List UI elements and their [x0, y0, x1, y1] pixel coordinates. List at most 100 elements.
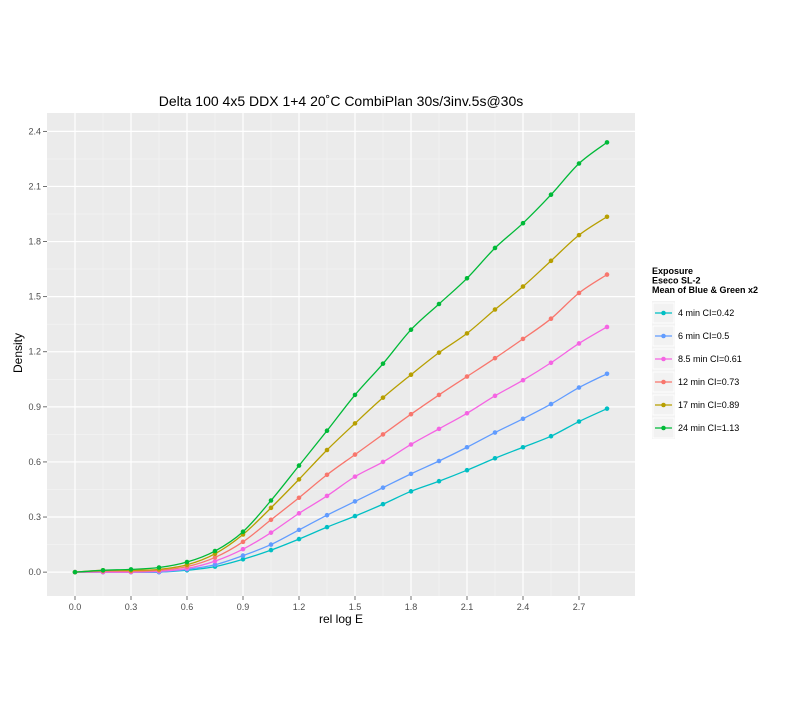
data-point — [212, 555, 218, 560]
data-point — [324, 512, 330, 518]
x-axis-title: rel log E — [319, 612, 363, 626]
y-tick-label: 2.1 — [28, 181, 41, 191]
y-tick-label: 0.6 — [28, 457, 41, 467]
data-point — [604, 140, 610, 145]
legend-item: 8.5 min CI=0.61 — [652, 348, 742, 370]
data-point — [436, 426, 442, 432]
data-point — [548, 433, 554, 439]
data-point — [296, 527, 302, 533]
data-point — [576, 161, 582, 166]
grid-minor — [47, 113, 635, 596]
legend-key-point — [661, 356, 666, 362]
data-point — [576, 385, 582, 390]
legend-item: 4 min CI=0.42 — [652, 302, 734, 324]
x-tick-label: 1.8 — [405, 602, 418, 612]
data-point — [296, 495, 302, 501]
data-point — [576, 419, 582, 424]
data-point — [604, 406, 610, 411]
data-point — [268, 547, 274, 553]
legend-label: 6 min CI=0.5 — [678, 331, 729, 341]
series-6 — [72, 140, 610, 575]
data-point — [352, 421, 358, 426]
data-point — [436, 458, 442, 464]
data-point — [492, 245, 498, 251]
legend-item: 12 min CI=0.73 — [652, 371, 739, 393]
y-tick-label: 1.8 — [28, 237, 41, 247]
data-point — [352, 499, 358, 504]
data-point — [352, 513, 358, 519]
data-point — [492, 307, 498, 312]
data-point — [520, 377, 526, 383]
data-point — [520, 336, 526, 342]
data-point — [408, 372, 414, 378]
data-point — [464, 331, 470, 336]
legend-item: 6 min CI=0.5 — [652, 325, 729, 347]
data-point — [464, 410, 470, 416]
data-point — [548, 401, 554, 407]
data-point — [604, 272, 610, 277]
data-point — [380, 459, 386, 465]
data-point — [464, 467, 470, 473]
legend-title-line: Mean of Blue & Green x2 — [652, 285, 758, 295]
data-point — [436, 392, 442, 398]
data-point — [268, 530, 274, 535]
data-point — [380, 432, 386, 437]
data-point — [268, 505, 274, 511]
series-line — [74, 141, 608, 573]
data-point — [324, 472, 330, 478]
data-point — [576, 290, 582, 296]
data-point — [436, 350, 442, 355]
data-point — [520, 444, 526, 450]
legend-label: 8.5 min CI=0.61 — [678, 354, 742, 364]
data-point — [72, 569, 78, 575]
y-tick-label: 1.5 — [28, 292, 41, 302]
legend-key-point — [661, 402, 666, 408]
data-point — [492, 355, 498, 361]
legend-label: 4 min CI=0.42 — [678, 308, 734, 318]
legend-key-point — [661, 425, 666, 431]
legend-title-line: Eseco SL-2 — [652, 276, 701, 286]
data-point — [380, 361, 386, 366]
series-line — [74, 216, 608, 573]
series-line — [75, 373, 608, 573]
legend-item: 24 min CI=1.13 — [652, 417, 739, 439]
plot-panel — [47, 113, 635, 596]
data-point — [492, 393, 498, 399]
data-point — [212, 548, 218, 554]
y-tick-label: 0.3 — [28, 512, 41, 522]
data-point — [520, 416, 526, 422]
series-line — [74, 274, 608, 573]
data-point — [100, 567, 106, 573]
data-point — [464, 275, 470, 281]
data-point — [520, 284, 526, 289]
x-tick-label: 0.9 — [237, 602, 250, 612]
data-point — [324, 524, 330, 530]
data-point — [604, 324, 610, 330]
x-tick-label: 1.2 — [293, 602, 306, 612]
data-point — [604, 214, 610, 220]
series-layer — [72, 140, 610, 575]
y-tick-label: 0.9 — [28, 402, 41, 412]
data-point — [380, 485, 386, 490]
x-tick-label: 2.7 — [573, 602, 586, 612]
data-point — [240, 529, 246, 535]
data-point — [408, 327, 414, 333]
data-point — [408, 471, 414, 477]
data-point — [296, 477, 302, 482]
data-point — [408, 489, 414, 494]
data-point — [576, 341, 582, 346]
data-point — [184, 559, 190, 565]
x-tick-label: 0.3 — [125, 602, 138, 612]
data-point — [408, 411, 414, 417]
y-axis-title: Density — [11, 333, 25, 373]
legend-key-point — [661, 333, 666, 339]
data-point — [296, 511, 302, 516]
data-point — [240, 556, 246, 562]
x-axis: 0.0 0.3 0.6 0.9 1.2 1.5 1.8 2.1 2.4 2.7 — [69, 596, 586, 612]
data-point — [268, 542, 274, 547]
data-point — [408, 442, 414, 447]
data-point — [548, 316, 554, 321]
y-axis: 0.0 0.3 0.6 0.9 1.2 1.5 1.8 2.1 2.4 — [28, 126, 47, 577]
data-point — [436, 301, 442, 307]
